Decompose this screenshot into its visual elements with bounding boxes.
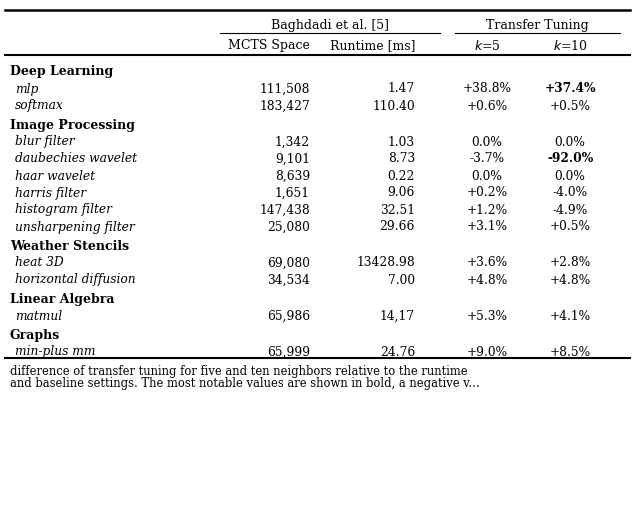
Text: +9.0%: +9.0% <box>467 346 508 358</box>
Text: -92.0%: -92.0% <box>547 152 593 165</box>
Text: harris filter: harris filter <box>15 186 86 199</box>
Text: 8,639: 8,639 <box>275 169 310 182</box>
Text: +3.6%: +3.6% <box>467 256 508 269</box>
Text: +4.8%: +4.8% <box>467 273 508 286</box>
Text: difference of transfer tuning for five and ten neighbors relative to the runtime: difference of transfer tuning for five a… <box>10 365 468 377</box>
Text: $k$=5: $k$=5 <box>474 39 500 53</box>
Text: Transfer Tuning: Transfer Tuning <box>486 19 589 31</box>
Text: 110.40: 110.40 <box>372 99 415 112</box>
Text: 1.03: 1.03 <box>388 135 415 148</box>
Text: haar wavelet: haar wavelet <box>15 169 95 182</box>
Text: Baghdadi et al. [5]: Baghdadi et al. [5] <box>271 19 389 31</box>
Text: +37.4%: +37.4% <box>544 82 596 95</box>
Text: 1.47: 1.47 <box>388 82 415 95</box>
Text: 0.0%: 0.0% <box>555 135 586 148</box>
Text: Weather Stencils: Weather Stencils <box>10 239 129 252</box>
Text: histogram filter: histogram filter <box>15 203 112 216</box>
Text: 13428.98: 13428.98 <box>356 256 415 269</box>
Text: 1,651: 1,651 <box>275 186 310 199</box>
Text: Linear Algebra: Linear Algebra <box>10 293 115 305</box>
Text: 111,508: 111,508 <box>259 82 310 95</box>
Text: 14,17: 14,17 <box>380 310 415 322</box>
Text: matmul: matmul <box>15 310 62 322</box>
Text: MCTS Space: MCTS Space <box>228 40 310 53</box>
Text: +2.8%: +2.8% <box>549 256 591 269</box>
Text: Image Processing: Image Processing <box>10 118 135 131</box>
Text: +0.6%: +0.6% <box>467 99 508 112</box>
Text: +4.8%: +4.8% <box>549 273 591 286</box>
Text: Deep Learning: Deep Learning <box>10 65 113 78</box>
Text: -4.9%: -4.9% <box>552 203 588 216</box>
Text: min-plus mm: min-plus mm <box>15 346 95 358</box>
Text: +0.5%: +0.5% <box>550 220 591 233</box>
Text: +38.8%: +38.8% <box>463 82 511 95</box>
Text: Graphs: Graphs <box>10 329 60 341</box>
Text: 65,986: 65,986 <box>267 310 310 322</box>
Text: 9.06: 9.06 <box>388 186 415 199</box>
Text: 8.73: 8.73 <box>388 152 415 165</box>
Text: mlp: mlp <box>15 82 38 95</box>
Text: unsharpening filter: unsharpening filter <box>15 220 135 233</box>
Text: +1.2%: +1.2% <box>467 203 508 216</box>
Text: 0.0%: 0.0% <box>555 169 586 182</box>
Text: 69,080: 69,080 <box>267 256 310 269</box>
Text: blur filter: blur filter <box>15 135 75 148</box>
Text: +3.1%: +3.1% <box>467 220 508 233</box>
Text: 0.22: 0.22 <box>388 169 415 182</box>
Text: 0.0%: 0.0% <box>472 135 502 148</box>
Text: and baseline settings. The most notable values are shown in bold, a negative v..: and baseline settings. The most notable … <box>10 377 479 390</box>
Text: 7.00: 7.00 <box>388 273 415 286</box>
Text: 0.0%: 0.0% <box>472 169 502 182</box>
Text: 34,534: 34,534 <box>267 273 310 286</box>
Text: 24.76: 24.76 <box>380 346 415 358</box>
Text: horizontal diffusion: horizontal diffusion <box>15 273 136 286</box>
Text: +8.5%: +8.5% <box>549 346 591 358</box>
Text: 29.66: 29.66 <box>380 220 415 233</box>
Text: +0.5%: +0.5% <box>550 99 591 112</box>
Text: Runtime [ms]: Runtime [ms] <box>330 40 415 53</box>
Text: daubechies wavelet: daubechies wavelet <box>15 152 137 165</box>
Text: +0.2%: +0.2% <box>467 186 508 199</box>
Text: 32.51: 32.51 <box>380 203 415 216</box>
Text: $k$=10: $k$=10 <box>552 39 588 53</box>
Text: +4.1%: +4.1% <box>549 310 591 322</box>
Text: 65,999: 65,999 <box>267 346 310 358</box>
Text: 183,427: 183,427 <box>259 99 310 112</box>
Text: -3.7%: -3.7% <box>470 152 504 165</box>
Text: 147,438: 147,438 <box>259 203 310 216</box>
Text: softmax: softmax <box>15 99 64 112</box>
Text: 9,101: 9,101 <box>275 152 310 165</box>
Text: heat 3D: heat 3D <box>15 256 64 269</box>
Text: -4.0%: -4.0% <box>552 186 588 199</box>
Text: 1,342: 1,342 <box>275 135 310 148</box>
Text: 25,080: 25,080 <box>267 220 310 233</box>
Text: +5.3%: +5.3% <box>467 310 508 322</box>
